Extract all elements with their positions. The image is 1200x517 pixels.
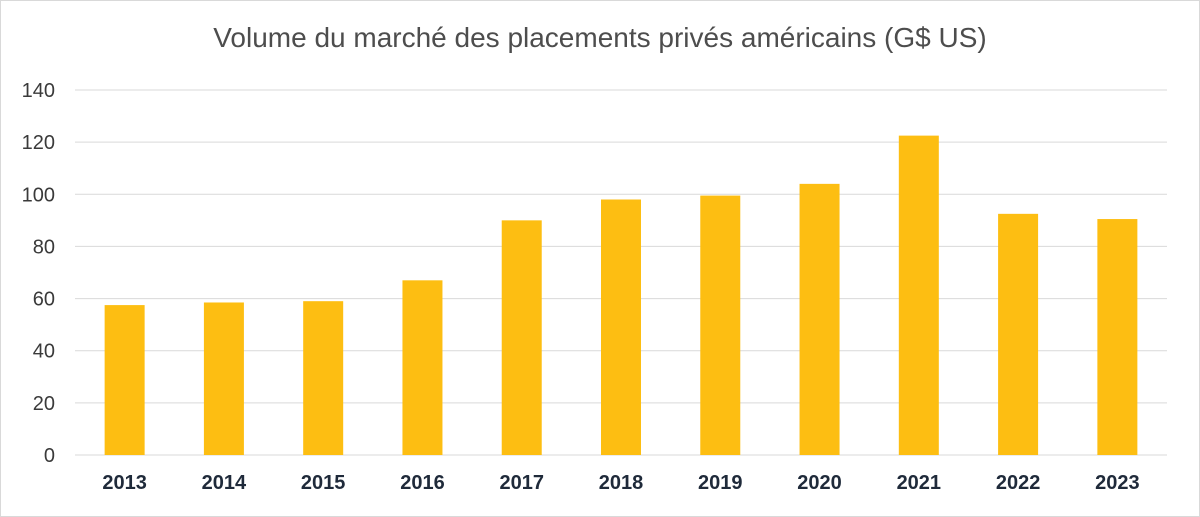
bar-2021	[898, 135, 939, 455]
x-tick-label: 2023	[1095, 472, 1140, 494]
x-tick-label: 2014	[202, 472, 247, 494]
x-tick-label: 2020	[797, 472, 842, 494]
y-tick-label: 20	[33, 393, 55, 415]
x-tick-label: 2018	[599, 472, 644, 494]
y-axis-ticks: 0 20 40 60 80 100 120 140	[22, 80, 55, 467]
x-tick-label: 2016	[400, 472, 445, 494]
bar-2014	[203, 302, 244, 455]
x-tick-label: 2022	[996, 472, 1041, 494]
x-axis-ticks: 2013 2014 2015 2016 2017 2018 2019 2020 2021 2022…	[102, 472, 1139, 494]
bars	[104, 135, 1138, 455]
bar-2023	[1097, 219, 1138, 455]
x-tick-label: 2015	[301, 472, 346, 494]
y-tick-label: 80	[33, 236, 55, 258]
y-tick-label: 40	[33, 341, 55, 363]
chart-title: Volume du marché des placements privés a…	[213, 22, 987, 53]
y-tick-label: 0	[44, 445, 55, 467]
x-tick-label: 2019	[698, 472, 743, 494]
bar-2016	[402, 280, 443, 455]
y-tick-label: 100	[22, 184, 55, 206]
bar-2013	[104, 305, 145, 455]
x-tick-label: 2021	[897, 472, 942, 494]
x-tick-label: 2013	[102, 472, 147, 494]
y-tick-label: 140	[22, 80, 55, 102]
bar-2019	[700, 195, 741, 455]
bar-2022	[998, 213, 1039, 455]
bar-2018	[601, 199, 641, 455]
x-tick-label: 2017	[499, 472, 544, 494]
bar-2017	[501, 220, 542, 455]
y-tick-label: 120	[22, 132, 55, 154]
bar-2015	[303, 301, 344, 455]
y-tick-label: 60	[33, 289, 55, 311]
bar-2020	[799, 183, 840, 455]
